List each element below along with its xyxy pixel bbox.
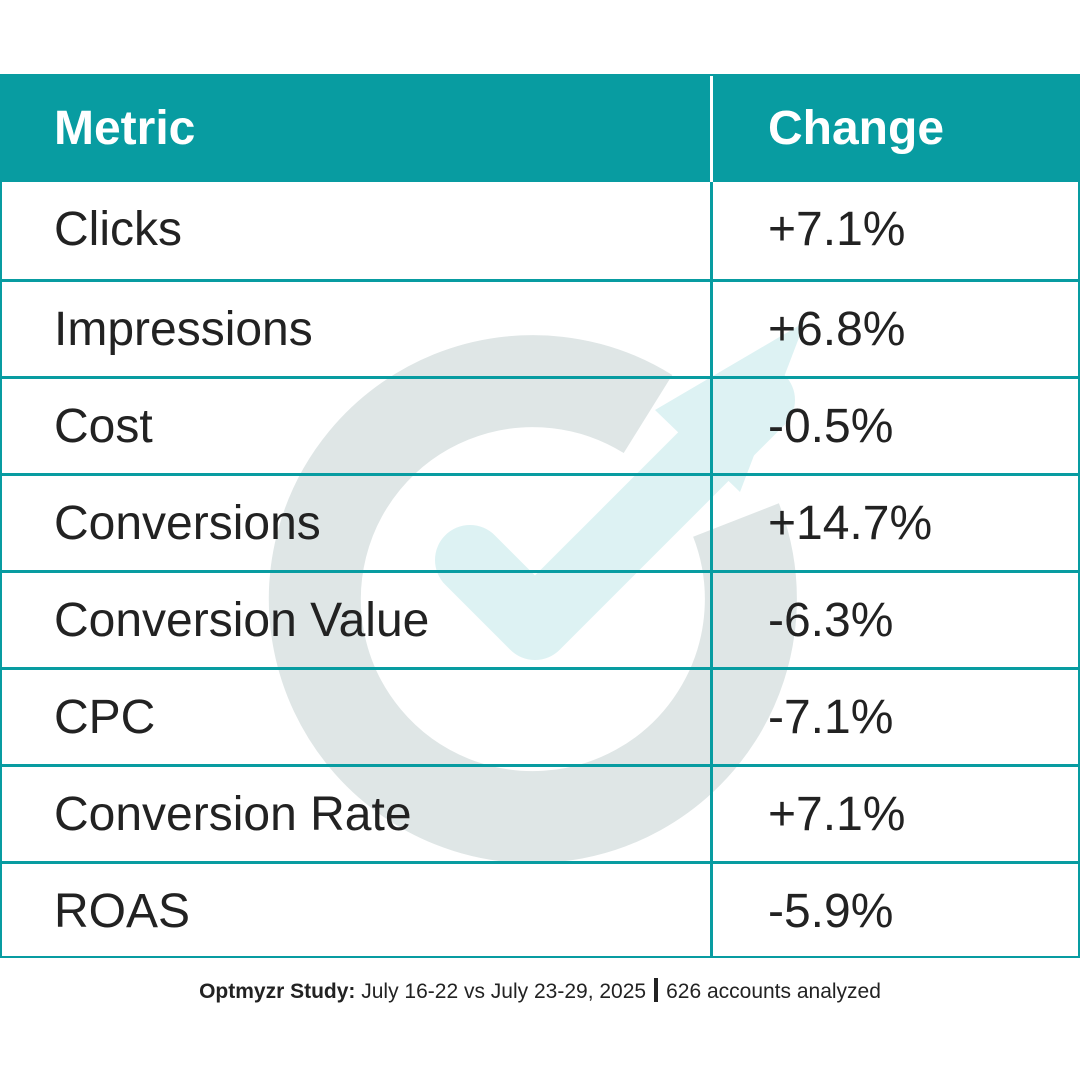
footer-caption: Optmyzr Study: July 16-22 vs July 23-29,… <box>0 978 1080 1004</box>
table-row: Conversion Value -6.3% <box>2 570 1078 668</box>
table-row: CPC -7.1% <box>2 667 1078 765</box>
metric-name: Conversion Value <box>54 594 430 647</box>
table-row: Clicks +7.1% <box>2 182 1078 277</box>
footer-accounts: 626 accounts analyzed <box>666 980 881 1003</box>
footer-separator <box>654 978 659 1002</box>
metric-change: +6.8% <box>768 303 906 356</box>
metric-name: Conversion Rate <box>54 788 412 841</box>
metric-name: Clicks <box>54 203 182 256</box>
metric-name: Cost <box>54 400 153 453</box>
metric-name: Impressions <box>54 303 313 356</box>
metric-name: Conversions <box>54 497 321 550</box>
metric-name: CPC <box>54 691 156 744</box>
metric-change: -5.9% <box>768 885 894 938</box>
table-row: Cost -0.5% <box>2 376 1078 474</box>
metrics-table: Metric Change Clicks +7.1% Impressions +6.8… <box>0 74 1080 958</box>
metric-change: +14.7% <box>768 497 933 550</box>
metric-change: -6.3% <box>768 594 894 647</box>
table-row: ROAS -5.9% <box>2 861 1078 959</box>
metric-name: ROAS <box>54 885 191 938</box>
header-change: Change <box>768 102 945 155</box>
table-row: Impressions +6.8% <box>2 279 1078 377</box>
footer-brand: Optmyzr Study: <box>199 980 356 1003</box>
metric-change: -0.5% <box>768 400 894 453</box>
table-header: Metric Change <box>2 76 1078 182</box>
metric-change: +7.1% <box>768 203 906 256</box>
header-divider <box>710 76 713 182</box>
metric-change: -7.1% <box>768 691 894 744</box>
column-divider <box>710 182 713 956</box>
metric-change: +7.1% <box>768 788 906 841</box>
footer-period: July 16-22 vs July 23-29, 2025 <box>361 980 647 1003</box>
table-row: Conversion Rate +7.1% <box>2 764 1078 862</box>
header-metric: Metric <box>54 102 196 155</box>
table-row: Conversions +14.7% <box>2 473 1078 571</box>
